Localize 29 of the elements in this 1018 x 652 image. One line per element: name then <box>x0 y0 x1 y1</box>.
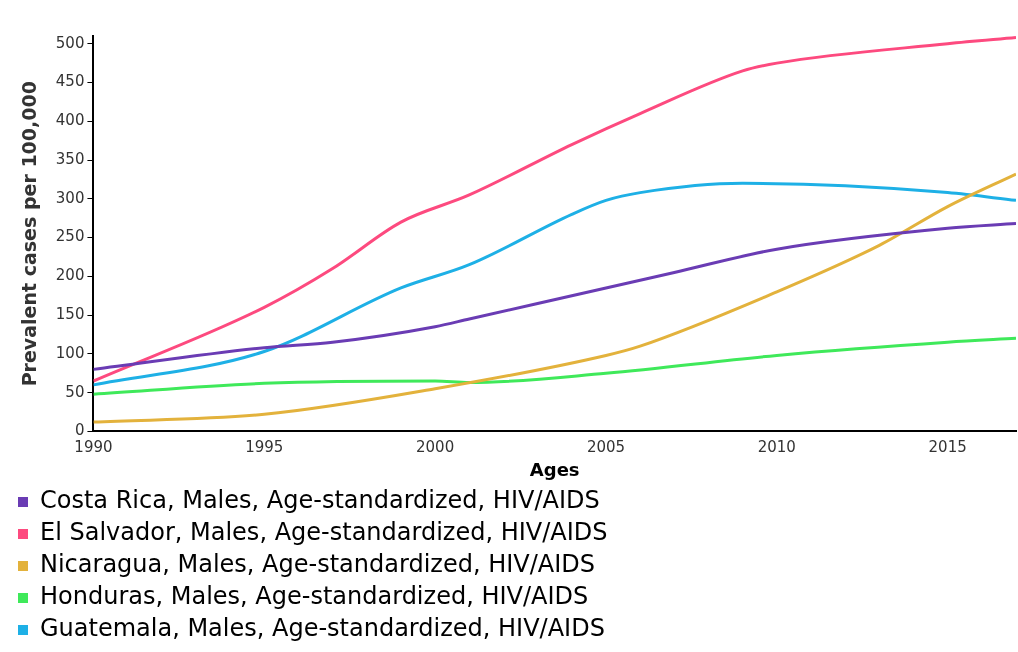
x-axis-title: Ages <box>529 458 580 480</box>
y-axis-title: Prevalent cases per 100,000 <box>18 81 41 387</box>
x-tick-label: 2015 <box>928 438 967 457</box>
y-tick-label: 300 <box>55 188 85 207</box>
x-tick-label: 1990 <box>74 438 113 457</box>
y-tick-label: 450 <box>55 72 85 91</box>
line-series <box>93 36 1016 383</box>
x-tick-label: 2005 <box>586 438 626 457</box>
legend-label: Costa Rica, Males, Age-standardized, HIV/AIDS <box>40 486 600 515</box>
y-tick-label: 200 <box>55 266 85 285</box>
x-tick-label: 2010 <box>757 438 796 457</box>
y-tick-label: 150 <box>55 305 85 323</box>
line-series <box>93 172 1016 424</box>
legend-label: Honduras, Males, Age-standardized, HIV/AIDS <box>40 582 589 611</box>
line-series <box>93 222 1016 371</box>
legend-label: Guatemala, Males, Age-standardized, HIV/AIDS <box>40 614 605 643</box>
x-tick-label: 2000 <box>416 438 455 457</box>
x-tick-label: 1995 <box>245 438 284 457</box>
y-tick-label: 50 <box>65 382 85 401</box>
y-tick-label: 0 <box>74 421 85 440</box>
y-tick-label: 250 <box>55 227 85 246</box>
legend-label: El Salvador, Males, Age-standardized, HIV/AIDS <box>40 518 608 547</box>
legend-label: Nicaragua, Males, Age-standardized, HIV/AIDS <box>40 550 596 579</box>
y-tick-label: 350 <box>55 149 85 168</box>
y-tick-label: 100 <box>55 343 85 362</box>
line-series <box>93 336 1016 396</box>
line-series <box>93 181 1016 387</box>
y-tick-label: 400 <box>55 111 85 130</box>
y-tick-label: 500 <box>55 33 85 52</box>
